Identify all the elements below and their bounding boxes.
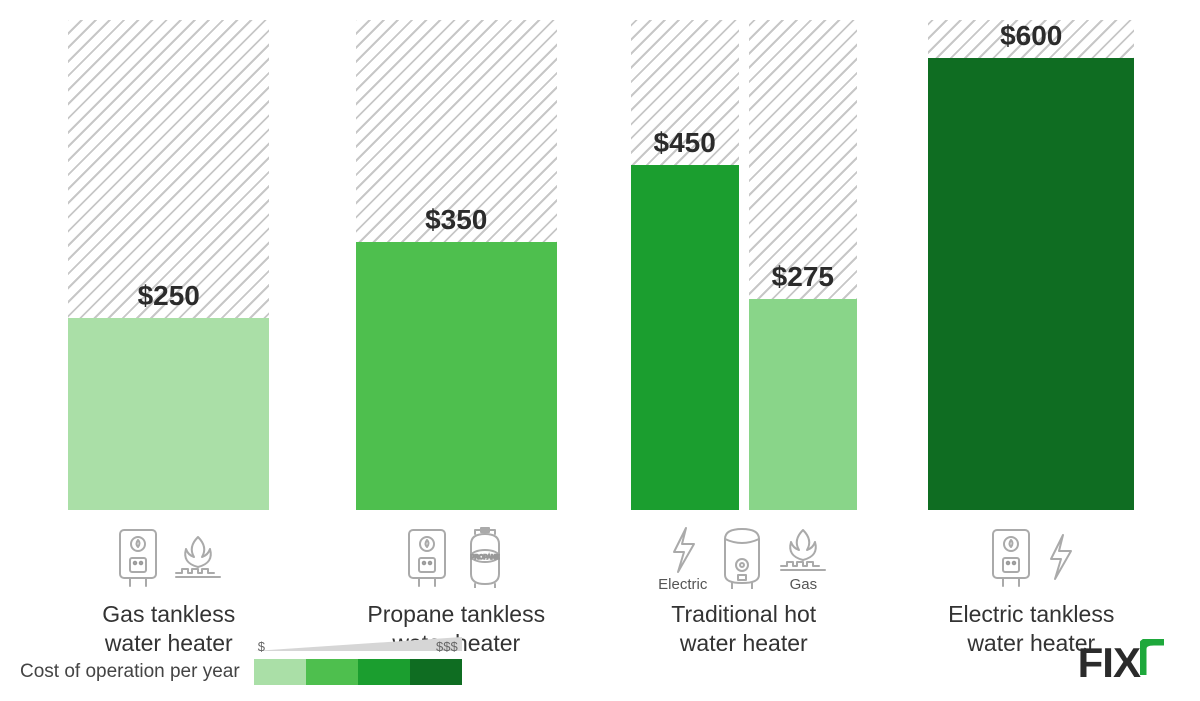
column-electric-tankless: $600 Electric tanklesswater heater — [903, 20, 1161, 701]
icons-row — [987, 524, 1075, 594]
value-label: $275 — [772, 261, 834, 293]
logo-green-part — [1140, 639, 1166, 687]
bar — [749, 299, 857, 510]
category-label: Gas tanklesswater heater — [102, 600, 235, 658]
bar-area: $450 $275 — [615, 20, 873, 510]
icons-row: Electric Gas — [658, 524, 829, 594]
gas-flame-icon — [172, 533, 224, 581]
swatch-row — [254, 659, 462, 685]
legend-swatch — [306, 659, 358, 685]
logo-dark-part: FIX — [1078, 639, 1140, 687]
chart-columns: $250 Gas tanklesswater heater $350 — [40, 20, 1160, 701]
legend-swatches: $ $$$ — [254, 659, 462, 685]
sublabel-gas: Gas — [790, 576, 818, 593]
column-gas-tankless: $250 Gas tanklesswater heater — [40, 20, 298, 701]
tankless-heater-icon — [114, 526, 162, 588]
logo-r-icon — [1140, 639, 1166, 677]
tank-heater-icon — [717, 525, 767, 589]
column-traditional: $450 $275 Electric Gas Traditional hotwate… — [615, 20, 873, 701]
bar — [928, 58, 1134, 510]
fixr-logo: FIX — [1078, 639, 1166, 687]
bar-wrapper: $450 — [631, 20, 739, 510]
bar-wrapper: $600 — [928, 20, 1134, 510]
legend-swatch — [410, 659, 462, 685]
value-label: $600 — [1000, 20, 1062, 52]
bar-wrapper: $250 — [68, 20, 269, 510]
tankless-heater-icon — [403, 526, 451, 588]
gas-flame-icon — [777, 526, 829, 574]
tankless-heater-icon — [987, 526, 1035, 588]
bar-area: $600 — [903, 20, 1161, 510]
bar — [356, 242, 557, 510]
tankless-heater-wrap — [987, 526, 1035, 593]
category-label: Traditional hotwater heater — [671, 600, 816, 658]
tank-icon-wrap — [717, 525, 767, 594]
electric-icon-group: Electric — [658, 526, 707, 593]
sublabel-electric: Electric — [658, 576, 707, 593]
icons-row — [114, 524, 224, 594]
price-marks: $ $$$ — [254, 639, 462, 654]
value-label: $350 — [425, 204, 487, 236]
gas-icon-group: Gas — [777, 526, 829, 593]
tankless-heater-wrap — [114, 526, 162, 593]
legend-text: Cost of operation per year — [20, 661, 240, 683]
legend-swatch — [254, 659, 306, 685]
legend-swatch — [358, 659, 410, 685]
price-low-mark: $ — [258, 639, 265, 654]
value-label: $450 — [654, 127, 716, 159]
icons-row: PROPANE — [403, 524, 509, 594]
bar-wrapper: $275 — [749, 20, 857, 510]
bar-area: $250 — [40, 20, 298, 510]
bar-wrapper: $350 — [356, 20, 557, 510]
propane-tank-icon: PROPANE — [461, 526, 509, 588]
column-propane-tankless: $350 PROPANE Propane tanklesswater heate… — [328, 20, 586, 701]
svg-text:PROPANE: PROPANE — [471, 555, 500, 561]
value-label: $250 — [138, 280, 200, 312]
tankless-heater-wrap — [403, 526, 451, 593]
gas-flame-wrap — [172, 533, 224, 586]
propane-tank-wrap: PROPANE — [461, 526, 509, 593]
bar-area: $350 — [328, 20, 586, 510]
bar — [68, 318, 269, 510]
price-high-mark: $$$ — [436, 639, 458, 654]
bolt-icon — [1045, 533, 1075, 581]
bar — [631, 165, 739, 510]
legend: Cost of operation per year $ $$$ — [20, 659, 462, 685]
bolt-wrap — [1045, 533, 1075, 586]
bolt-icon — [668, 526, 698, 574]
